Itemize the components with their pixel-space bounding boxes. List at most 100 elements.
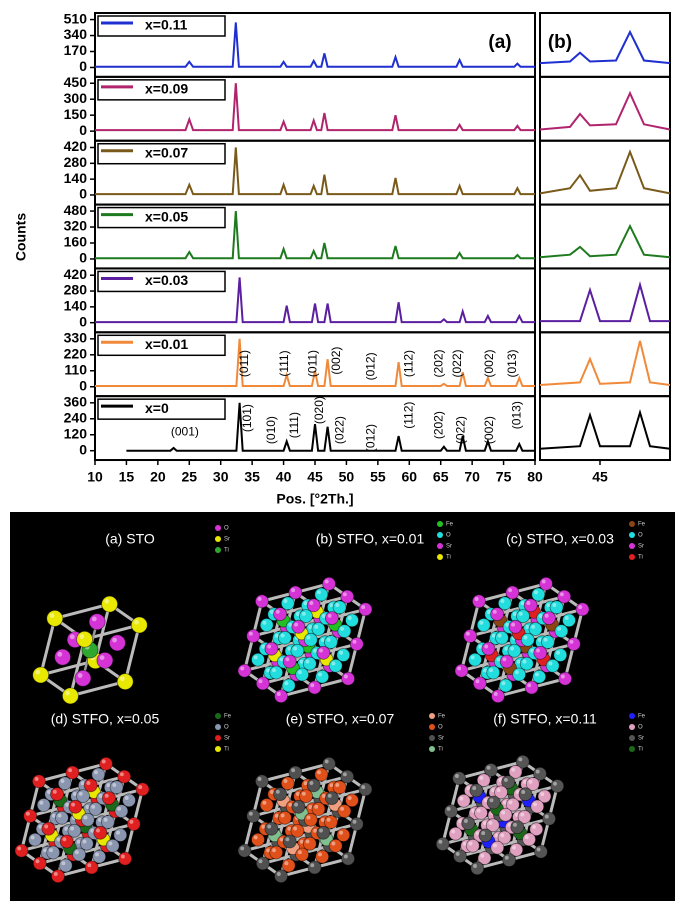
atom-highlight [493, 843, 497, 848]
atom [542, 811, 556, 826]
atom-highlight [471, 808, 476, 813]
atom-highlight [57, 651, 63, 657]
atom [463, 629, 478, 643]
atom-highlight [361, 605, 366, 610]
atom-highlight [253, 655, 258, 660]
bond [70, 680, 126, 698]
atom-highlight [301, 791, 306, 796]
x-tick-label: 40 [276, 469, 292, 485]
atom-highlight [463, 841, 467, 846]
atom-highlight [483, 798, 488, 803]
atom-highlight [548, 661, 553, 666]
atom [486, 665, 501, 680]
atom-highlight [546, 603, 551, 608]
atom [481, 641, 496, 656]
atom [505, 797, 520, 812]
atom-highlight [39, 800, 44, 805]
peak-label: (013) [505, 349, 519, 377]
atom [470, 861, 485, 876]
atom [337, 804, 352, 818]
atom-highlight [258, 679, 263, 684]
atom-highlight [501, 810, 506, 815]
legend-dot [215, 536, 221, 542]
xrd-line [95, 277, 535, 324]
atom-highlight [518, 611, 523, 616]
atom-highlight [112, 637, 117, 643]
y-tick-label: 280 [64, 154, 88, 170]
atom [280, 596, 295, 611]
atom-highlight [294, 622, 299, 627]
xrd-zoom-line [540, 281, 670, 323]
atom [452, 771, 467, 786]
legend-label: O [224, 725, 229, 731]
atom-highlight [327, 613, 332, 618]
peak-label: (020) [312, 396, 326, 424]
atom-highlight [510, 646, 515, 651]
legend-label: x=0.05 [145, 208, 188, 224]
atom [520, 632, 535, 647]
atom-highlight [326, 817, 331, 822]
atom-highlight [240, 666, 245, 671]
atom-highlight [552, 603, 557, 607]
structure-title: (e) STFO, x=0.07 [286, 711, 395, 727]
atom [273, 607, 288, 621]
atom-highlight [578, 605, 583, 610]
atom-highlight [116, 830, 121, 835]
y-tick-label: 420 [64, 138, 88, 154]
atom [74, 669, 92, 687]
atom-highlight [531, 624, 536, 629]
atom-highlight [61, 861, 66, 866]
atom [324, 791, 339, 805]
atom [67, 823, 82, 838]
xrd-line [126, 402, 535, 452]
legend-dot [215, 746, 221, 752]
atom-highlight [473, 864, 477, 868]
atom-highlight [299, 839, 304, 844]
legend-dot [629, 746, 635, 752]
atom [109, 634, 126, 652]
atom [533, 766, 547, 781]
atom-highlight [306, 815, 311, 820]
atom-highlight [49, 848, 53, 853]
atom [537, 789, 552, 804]
atom [515, 754, 530, 769]
atom-highlight [515, 790, 520, 795]
atom [522, 832, 536, 847]
atom [291, 799, 306, 814]
atom-highlight [320, 817, 325, 822]
atom-highlight [297, 850, 302, 855]
peak-label: (012) [364, 352, 378, 380]
legend-dot [429, 746, 435, 752]
atom [102, 791, 116, 805]
y-tick-label: 150 [64, 106, 88, 122]
atom-highlight [520, 601, 525, 606]
atom-highlight [535, 672, 539, 677]
y-tick-label: 510 [64, 10, 88, 26]
atom [534, 844, 548, 859]
atom [443, 804, 458, 819]
atom [358, 602, 373, 617]
atom [501, 775, 516, 789]
atom-highlight [544, 613, 549, 618]
atom-highlight [314, 804, 319, 809]
legend-label: x=0 [145, 400, 169, 416]
atom-highlight [301, 611, 306, 616]
atom [525, 777, 540, 791]
atom-highlight [96, 828, 100, 833]
y-tick-label: 300 [64, 90, 88, 106]
atom [83, 778, 98, 793]
atom-highlight [313, 828, 318, 833]
atom [72, 847, 86, 862]
atom [259, 618, 274, 632]
y-tick-label: 110 [64, 361, 87, 377]
atom-highlight [488, 820, 493, 825]
legend-dot [629, 713, 635, 719]
atom [126, 817, 141, 831]
atom-highlight [502, 657, 507, 662]
atom-highlight [324, 579, 329, 584]
peak-label: (013) [510, 401, 524, 429]
atom [62, 687, 79, 705]
atom [508, 765, 523, 779]
legend-dot [215, 525, 221, 531]
atom-highlight [248, 811, 253, 816]
